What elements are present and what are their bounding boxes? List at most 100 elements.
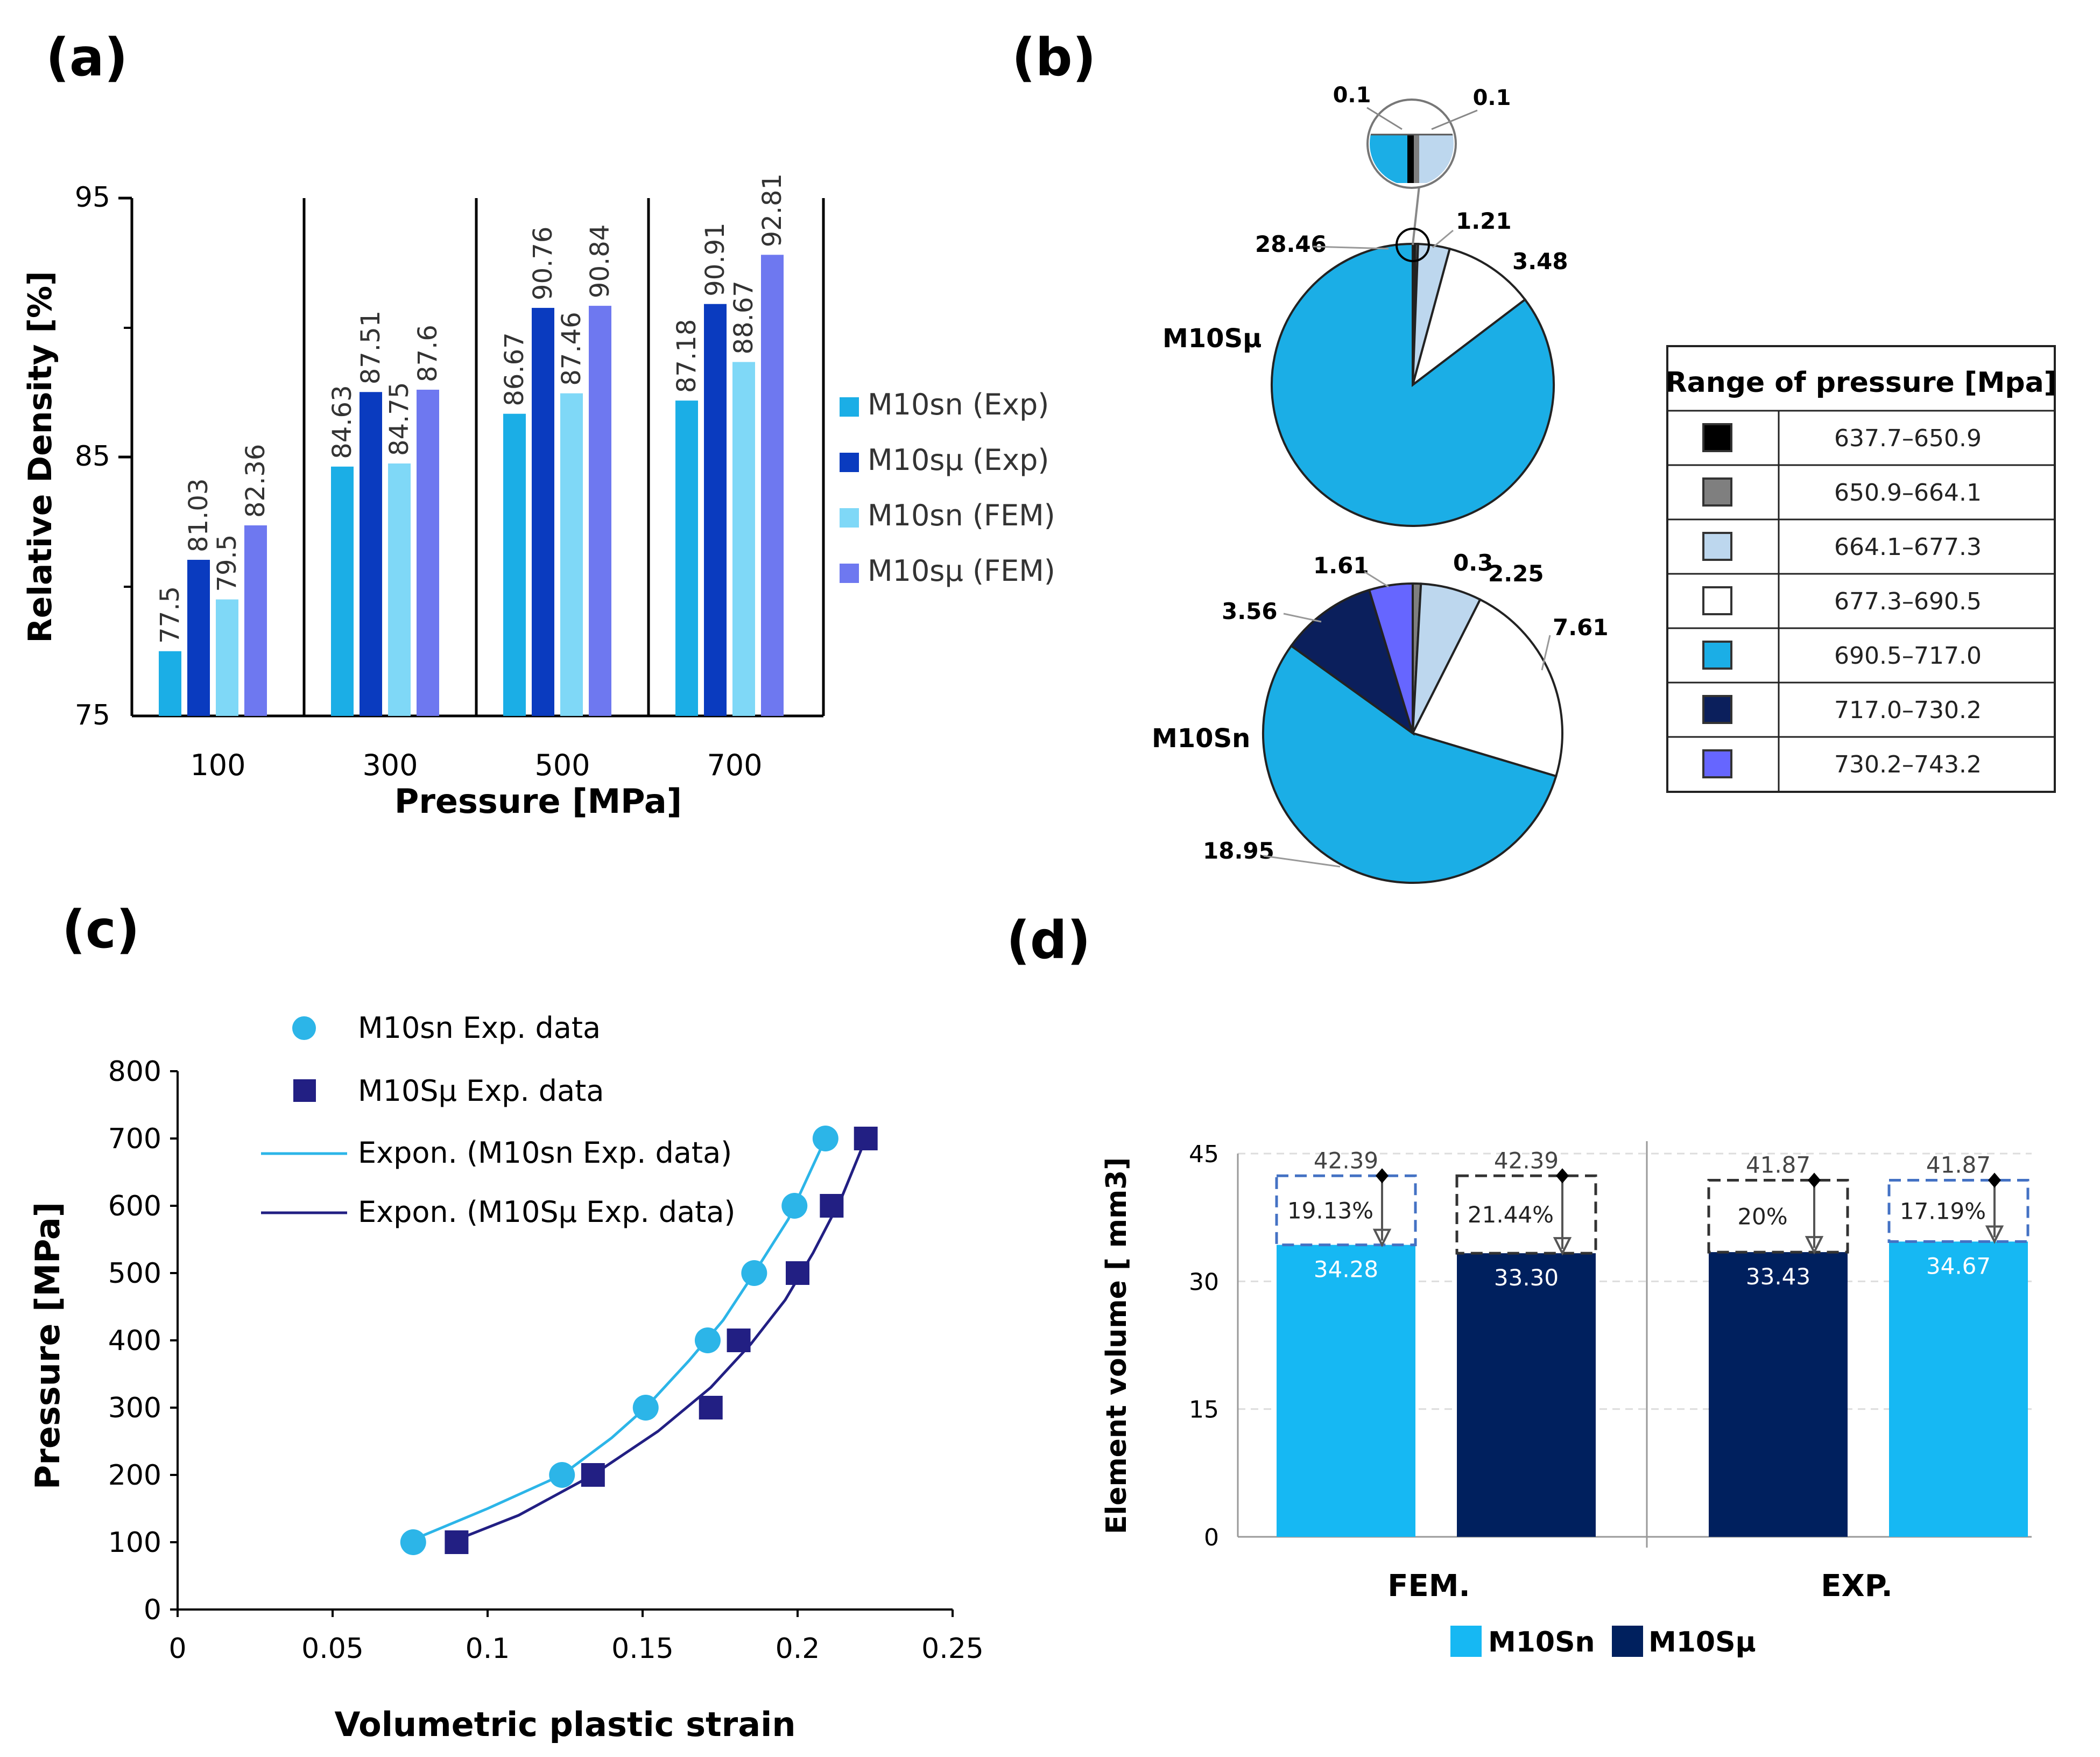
- bar: [360, 392, 382, 716]
- x-tick-label: 0.2: [776, 1633, 820, 1665]
- volume-bar: [1889, 1241, 2028, 1537]
- pie-m10sn-labels: 1.61 0.3 2.25 7.61 3.56 18.95: [1203, 550, 1609, 868]
- panel-c-fit-lines: [406, 1137, 868, 1544]
- bar-value-label: 79.5: [212, 535, 242, 592]
- y-tick-label: 400: [108, 1325, 161, 1357]
- x-tick-label: 0.15: [611, 1633, 674, 1665]
- panel-d-label: (d): [1006, 910, 1090, 971]
- data-point-circle: [632, 1395, 659, 1421]
- panel-a-ytick-label: 75: [75, 699, 110, 732]
- pie-slice: [1411, 598, 1563, 778]
- diamond-marker: [1808, 1172, 1821, 1188]
- legend-label: M10sμ (Exp): [868, 443, 1049, 477]
- table-title: Range of pressure [Mpa]: [1666, 367, 2057, 399]
- panel-c-x-axis-title: Volumetric plastic strain: [335, 1705, 796, 1744]
- pie-m10su-labels: 28.46 1.21 3.48: [1255, 208, 1568, 275]
- table-color-swatch: [1702, 695, 1732, 724]
- panel-a-ytick-label: 95: [75, 181, 110, 214]
- panel-a-x-tick-labels: 100 300 500 700: [190, 748, 762, 782]
- zoom-label-black: 0.1: [1333, 83, 1371, 108]
- panel-b-label: (b): [1012, 27, 1096, 88]
- data-point-circle: [694, 1327, 721, 1353]
- bar: [761, 255, 784, 716]
- y-tick-label: 500: [108, 1257, 161, 1290]
- data-point-circle: [781, 1193, 808, 1219]
- x-tick-label: 0: [168, 1633, 186, 1665]
- shrink-arrowhead: [1805, 1236, 1824, 1255]
- pie-leader: [1313, 245, 1389, 250]
- total-volume-box: [1275, 1174, 1417, 1247]
- pie-name-m10sn: M10Sn: [1152, 723, 1250, 754]
- y-tick-label: 30: [1189, 1268, 1219, 1296]
- diamond-marker: [1988, 1172, 2001, 1188]
- fit-line: [449, 1138, 868, 1544]
- bar: [187, 559, 210, 716]
- data-point-square: [581, 1463, 605, 1487]
- panel-c-ticks: 0 100 200 300 400 500 600 700 800 0 0.05 0.1 0.15 0.2…: [108, 1056, 984, 1665]
- y-tick-label: 45: [1189, 1141, 1219, 1168]
- x-tick-label: 100: [190, 748, 245, 782]
- y-tick-label: 0: [144, 1594, 161, 1626]
- table-color-swatch: [1702, 641, 1732, 670]
- y-tick-label: 200: [108, 1459, 161, 1492]
- bar: [560, 393, 583, 716]
- legend-swatch: [840, 564, 859, 583]
- bar-value-label: 84.75: [384, 382, 414, 456]
- data-point-square: [786, 1261, 809, 1285]
- pie-label: 18.95: [1203, 838, 1274, 864]
- table-rows: 637.7–650.9 650.9–664.1 664.1–677.3 677.3–6…: [1667, 410, 2055, 792]
- total-value-label: 41.87: [1746, 1152, 1810, 1178]
- data-point-square: [699, 1396, 723, 1419]
- bar: [589, 306, 611, 716]
- table-range-label: 730.2–743.2: [1834, 751, 1982, 778]
- bar-value-label: 87.18: [672, 319, 702, 393]
- bar: [704, 304, 727, 716]
- table-color-swatch: [1702, 423, 1732, 452]
- percent-label: 20%: [1737, 1203, 1787, 1229]
- pie-leader: [1541, 635, 1551, 671]
- zoom-source-circle: [1396, 228, 1430, 262]
- panel-a-x-axis-title: Pressure [MPa]: [394, 782, 682, 821]
- panel-b-pies: [1262, 242, 1563, 884]
- bar: [732, 362, 755, 716]
- bar-value-label: 90.76: [528, 227, 558, 300]
- percent-label: 17.19%: [1900, 1198, 1986, 1224]
- diamond-marker: [1376, 1168, 1389, 1184]
- data-point-square: [727, 1329, 751, 1352]
- bar: [388, 463, 411, 716]
- table-color-swatch: [1702, 749, 1732, 778]
- y-tick-label: 100: [108, 1527, 161, 1559]
- zoom-slice-black: [1407, 135, 1414, 183]
- pie-slice: [1411, 247, 1527, 388]
- table-range-label: 650.9–664.1: [1834, 479, 1982, 507]
- bar: [331, 466, 354, 716]
- shrink-arrowhead: [1372, 1228, 1392, 1248]
- legend-label: M10sn Exp. data: [358, 1011, 601, 1045]
- bar-value-label: 86.67: [499, 332, 530, 406]
- volume-bar: [1709, 1252, 1848, 1537]
- zoom-label-grey: 0.1: [1473, 86, 1511, 110]
- legend-swatch-m10sn: [1450, 1626, 1482, 1657]
- data-point-circle: [549, 1462, 575, 1488]
- legend-swatch: [840, 397, 859, 417]
- legend-label: M10Sμ: [1648, 1626, 1756, 1658]
- pie-leader: [1364, 571, 1389, 588]
- zoom-slice-cyan: [1370, 135, 1407, 183]
- data-point-square: [854, 1127, 878, 1150]
- total-value-label: 42.39: [1314, 1147, 1378, 1173]
- bar: [417, 389, 439, 716]
- panel-c-label: (c): [62, 899, 140, 960]
- pie-label: 3.48: [1512, 248, 1568, 275]
- panel-d-y-axis-title: Element volume [ mm3]: [1101, 1157, 1133, 1534]
- total-volume-box: [1707, 1179, 1849, 1254]
- shrink-arrowhead: [1985, 1225, 2004, 1244]
- panel-c-y-axis-title: Pressure [MPa]: [28, 1202, 67, 1489]
- pie-name-m10su: M10Sμ: [1162, 324, 1262, 354]
- pie-leader: [1263, 855, 1341, 868]
- pie-slice: [1412, 582, 1482, 734]
- shrink-arrowhead: [1553, 1237, 1572, 1256]
- bar-value-label: 33.30: [1494, 1264, 1559, 1291]
- zoom-leader: [1431, 109, 1478, 130]
- pie-slice: [1289, 588, 1415, 736]
